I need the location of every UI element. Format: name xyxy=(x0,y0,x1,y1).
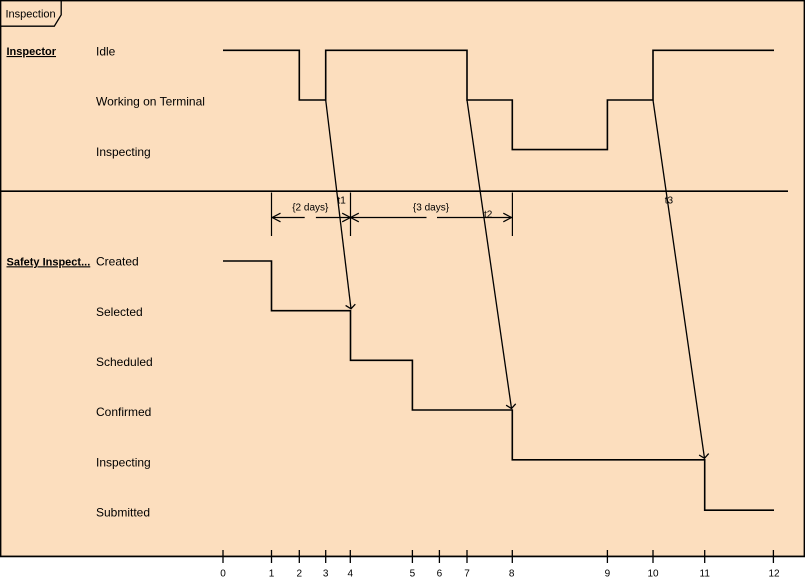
svg-text:Selected: Selected xyxy=(96,305,143,319)
svg-text:{2 days}: {2 days} xyxy=(292,203,329,214)
svg-text:11: 11 xyxy=(700,568,711,579)
svg-text:Working on Terminal: Working on Terminal xyxy=(96,94,205,108)
svg-text:3: 3 xyxy=(323,568,329,579)
svg-text:Inspection: Inspection xyxy=(6,9,56,21)
svg-text:Inspecting: Inspecting xyxy=(96,145,151,159)
svg-text:Confirmed: Confirmed xyxy=(96,405,151,419)
svg-text:8: 8 xyxy=(509,568,515,579)
svg-text:Scheduled: Scheduled xyxy=(96,355,153,369)
svg-text:0: 0 xyxy=(220,568,226,579)
svg-text:10: 10 xyxy=(647,568,659,579)
svg-text:2: 2 xyxy=(297,568,303,579)
svg-text:1: 1 xyxy=(269,568,275,579)
svg-text:t1: t1 xyxy=(338,196,347,207)
svg-text:12: 12 xyxy=(768,568,780,579)
svg-text:5: 5 xyxy=(410,568,416,579)
svg-text:Safety Inspect...: Safety Inspect... xyxy=(7,256,91,268)
svg-text:9: 9 xyxy=(605,568,611,579)
svg-text:6: 6 xyxy=(437,568,443,579)
svg-text:Inspecting: Inspecting xyxy=(96,455,151,469)
svg-text:4: 4 xyxy=(348,568,354,579)
svg-text:Submitted: Submitted xyxy=(96,505,150,519)
svg-text:t2: t2 xyxy=(484,210,493,221)
svg-text:Idle: Idle xyxy=(96,45,116,59)
svg-text:t3: t3 xyxy=(665,196,674,207)
svg-text:Inspector: Inspector xyxy=(7,46,57,58)
svg-text:{3 days}: {3 days} xyxy=(413,203,450,214)
svg-text:7: 7 xyxy=(464,568,470,579)
svg-text:Created: Created xyxy=(96,255,139,269)
